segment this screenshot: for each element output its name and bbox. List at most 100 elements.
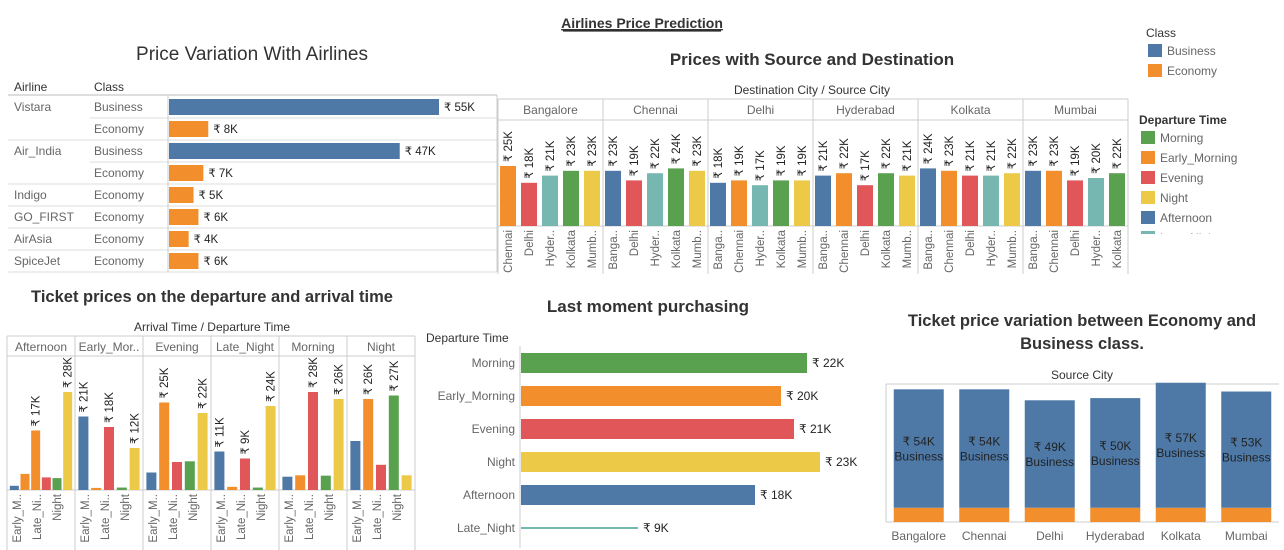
source-destination-bar-label: ₹ 19K [629, 145, 641, 176]
departure-time-label: Afternoon [463, 488, 515, 502]
legend-item-business: Business [1167, 44, 1216, 58]
source-destination-bar [1109, 173, 1125, 226]
destination-tick-label: Hyder.. [755, 230, 767, 266]
departure-arrival-bar-label: ₹ 11K [214, 417, 226, 447]
business-class-label: Business [894, 450, 943, 464]
source-destination-bar-label: ₹ 21K [545, 140, 557, 171]
departure-arrival-bar [308, 392, 318, 490]
airline-bar [169, 209, 199, 225]
destination-tick-label: Delhi [524, 230, 536, 256]
source-destination-bar-label: ₹ 23K [944, 135, 956, 166]
departure-arrival-bar [265, 406, 276, 490]
last-moment-axis-title: Departure Time [426, 331, 509, 345]
legend-swatch[interactable] [1141, 231, 1155, 244]
departure-arrival-bar [401, 475, 412, 490]
destination-tick-label: Kolkata [776, 229, 788, 268]
source-destination-bar [857, 185, 873, 226]
class-label: Economy [94, 188, 144, 202]
source-destination-bar-label: ₹ 17K [860, 150, 872, 181]
departure-arrival-bar [295, 475, 306, 490]
departure-legend-title: Departure Time [1139, 113, 1227, 127]
airline-bar [169, 143, 400, 159]
legend-swatch[interactable] [1141, 131, 1155, 144]
departure-arrival-bar [376, 464, 386, 490]
class-legend-title: Class [1146, 26, 1176, 40]
legend-item-early-morning: Early_Morning [1160, 151, 1237, 165]
destination-tick-label: Hyder.. [986, 230, 998, 266]
business-value-label: ₹ 57K [1165, 431, 1197, 445]
departure-time-label: Night [487, 455, 516, 469]
last-moment-bar-label: ₹ 9K [643, 521, 669, 535]
last-moment-bar [521, 419, 794, 439]
source-destination-bar [605, 170, 621, 226]
departure-tick-label: Night [52, 493, 64, 521]
destination-tick-label: Chennai [839, 230, 851, 273]
business-class-label: Business [1222, 451, 1271, 465]
airline-bar-label: ₹ 55K [444, 102, 475, 114]
legend-swatch[interactable] [1141, 191, 1155, 204]
legend-swatch[interactable] [1148, 44, 1162, 57]
source-destination-bar-label: ₹ 21K [902, 140, 914, 171]
last-moment-bar [521, 386, 781, 406]
departure-arrival-bar-label: ₹ 24K [266, 371, 278, 402]
legend-swatch[interactable] [1148, 64, 1162, 77]
source-destination-bar [1004, 173, 1020, 226]
business-bar [1221, 391, 1272, 508]
departure-legend-items: Morning Early_Morning Evening Night Afternoo… [1141, 131, 1237, 244]
departure-arrival-bar [116, 487, 127, 490]
source-destination-bar-label: ₹ 22K [1007, 138, 1019, 169]
departure-arrival-bar [333, 399, 344, 490]
departure-time-legend: Departure Time Morning Early_Morning Evenin… [1139, 113, 1237, 244]
source-destination-bar [983, 175, 999, 226]
legend-swatch[interactable] [1141, 211, 1155, 224]
airline-bar-label: ₹ 47K [405, 146, 436, 158]
airline-bar [169, 165, 204, 181]
destination-tick-label: Banga.. [1028, 230, 1040, 270]
source-destination-bar [752, 185, 768, 226]
arrival-time-header: Evening [155, 340, 198, 354]
airline-bar-label: ₹ 6K [203, 256, 228, 268]
source-city-header: Hyderabad [836, 103, 895, 117]
departure-tick-label: Early_M.. [284, 494, 296, 543]
departure-arrival-bar-label: ₹ 9K [240, 430, 252, 455]
last-moment-title: Last moment purchasing [547, 297, 749, 316]
source-destination-bar-label: ₹ 20K [1091, 143, 1103, 174]
source-destination-bar [836, 173, 852, 226]
source-destination-bar-label: ₹ 23K [608, 135, 620, 166]
legend-swatch[interactable] [1141, 151, 1155, 164]
departure-arrival-bar-label: ₹ 21K [78, 381, 90, 412]
source-destination-bar [710, 182, 726, 226]
source-city-tick-label: Bangalore [891, 529, 946, 543]
source-destination-bar [626, 180, 642, 226]
departure-arrival-bar [388, 395, 399, 490]
destination-tick-label: Mumb.. [692, 230, 704, 268]
departure-arrival-bar [63, 392, 73, 490]
source-destination-bar-label: ₹ 21K [986, 140, 998, 171]
source-destination-bar-label: ₹ 23K [692, 135, 704, 166]
business-class-label: Business [1091, 454, 1140, 468]
source-city-tick-label: Chennai [962, 529, 1007, 543]
departure-arrival-bar-label: ₹ 28K [308, 357, 320, 388]
departure-arrival-bar-label: ₹ 26K [334, 364, 346, 395]
source-destination-bar-label: ₹ 21K [965, 140, 977, 171]
departure-time-label: Evening [472, 422, 515, 436]
airline-bar [169, 99, 439, 115]
legend-swatch[interactable] [1141, 171, 1155, 184]
class-label: Economy [94, 122, 144, 136]
source-destination-bar-label: ₹ 19K [1070, 145, 1082, 176]
departure-arrival-header: Arrival Time / Departure Time [134, 320, 290, 334]
airline-label: Vistara [14, 100, 51, 114]
departure-tick-label: Early_M.. [80, 494, 92, 543]
destination-tick-label: Banga.. [713, 230, 725, 270]
source-destination-bar [542, 175, 558, 226]
departure-arrival-bar [240, 458, 250, 490]
class-label: Economy [94, 166, 144, 180]
departure-tick-label: Late_Ni.. [372, 494, 384, 540]
source-destination-bar-label: ₹ 23K [1028, 135, 1040, 166]
departure-tick-label: Night [324, 493, 336, 521]
class-variation-title-line2: Business class. [1020, 335, 1144, 353]
class-legend: Class Business Economy [1146, 26, 1217, 78]
source-destination-bar [899, 175, 915, 226]
departure-arrival-bar-label: ₹ 22K [198, 378, 210, 409]
